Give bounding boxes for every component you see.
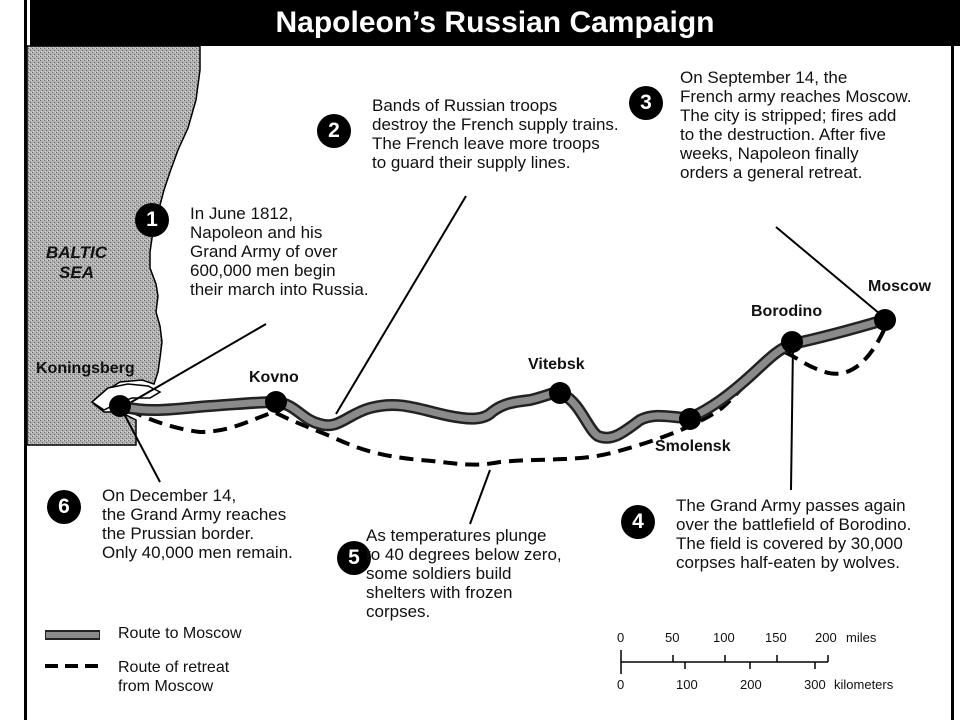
legend-retreat-line: from Moscow (118, 678, 214, 695)
city-label-vitebsk: Vitebsk (528, 356, 585, 373)
scale-mile-tick: 50 (665, 630, 680, 645)
city-dot-kovno (265, 391, 287, 413)
city-dots (109, 309, 896, 430)
city-label-borodino: Borodino (751, 303, 823, 320)
scale-bar (620, 650, 829, 674)
callout-1-text: In June 1812, Napoleon and his Grand Arm… (190, 204, 369, 299)
callout-6-badge: 6 (47, 490, 81, 524)
callout-5-text: As temperatures plunge to 40 degrees bel… (366, 526, 562, 621)
frame-right-border (951, 46, 954, 720)
retreat-route (119, 329, 886, 467)
callout-1-line: 600,000 men begin (190, 261, 336, 280)
callout-6-text: On December 14, the Grand Army reaches t… (102, 486, 293, 562)
callout-3-badge: 3 (629, 86, 663, 120)
legend-retreat-line: Route of retreat (118, 659, 230, 676)
leader-lines (121, 195, 881, 525)
callout-6-line: On December 14, (102, 486, 237, 505)
city-label-smolensk: Smolensk (655, 438, 731, 455)
callout-4-line: The field is covered by 30,000 (676, 534, 903, 553)
callout-2-text: Bands of Russian troops destroy the Fren… (372, 96, 619, 172)
sea-label-line-1: BALTIC (46, 243, 108, 262)
map-title: Napoleon’s Russian Campaign (275, 6, 715, 39)
callout-1-line: In June 1812, (190, 204, 294, 223)
callout-3-line: On September 14, the (680, 68, 848, 87)
callout-3-line: to the destruction. After five (680, 125, 887, 144)
frame-left-border (24, 0, 27, 720)
callout-4-line: over the battlefield of Borodino. (676, 515, 912, 534)
city-label-koningsberg: Koningsberg (36, 360, 135, 377)
callout-2-line: The French leave more troops (372, 134, 600, 153)
city-dot-borodino (781, 331, 803, 353)
leader-line-5 (469, 469, 491, 525)
legend-retreat-label: Route of retreat from Moscow (118, 658, 229, 696)
callout-1-badge: 1 (135, 203, 169, 237)
legend-swatches (45, 630, 100, 668)
callout-5-line: shelters with frozen (366, 583, 513, 602)
advance-route (114, 314, 890, 444)
callout-3-line: The city is stripped; fires add (680, 106, 897, 125)
scale-km-unit: kilometers (834, 677, 894, 692)
callout-2-line: Bands of Russian troops (372, 96, 558, 115)
callout-3-text: On September 14, the French army reaches… (680, 68, 911, 182)
city-dot-smolensk (679, 408, 701, 430)
scale-mile-tick: 200 (815, 630, 837, 645)
callout-6-line: Only 40,000 men remain. (102, 543, 293, 562)
callout-1-line: Napoleon and his (190, 223, 323, 242)
callout-5-line: corpses. (366, 602, 431, 621)
callout-2-badge: 2 (317, 114, 351, 148)
callout-4-badge: 4 (621, 505, 655, 539)
scale-mile-tick: 100 (713, 630, 735, 645)
scale-km-tick: 200 (740, 677, 762, 692)
city-dot-koningsberg (109, 395, 131, 417)
scale-km-tick: 300 (804, 677, 826, 692)
city-dot-vitebsk (549, 382, 571, 404)
callout-2-line: to guard their supply lines. (372, 153, 571, 172)
leader-line-6 (121, 409, 161, 483)
leader-line-3 (775, 226, 881, 315)
city-dot-moscow (874, 309, 896, 331)
callout-1-line: Grand Army of over (190, 242, 338, 261)
scale-miles-unit: miles (846, 630, 877, 645)
callout-3-line: weeks, Napoleon finally (680, 144, 859, 163)
leader-line-2 (335, 195, 467, 415)
callout-1-line: their march into Russia. (190, 280, 369, 299)
callout-5-line: As temperatures plunge (366, 526, 547, 545)
callout-2-line: destroy the French supply trains. (372, 115, 619, 134)
callout-4-line: The Grand Army passes again (676, 496, 906, 515)
callout-5-line: to 40 degrees below zero, (366, 545, 562, 564)
city-label-kovno: Kovno (249, 369, 299, 386)
scale-mile-tick: 0 (617, 630, 625, 645)
scale-mile-tick: 150 (765, 630, 787, 645)
sea-label-line-2: SEA (59, 263, 95, 282)
callout-6-line: the Grand Army reaches (102, 505, 287, 524)
callout-3-line: orders a general retreat. (680, 163, 863, 182)
baltic-coast-land (26, 45, 201, 446)
callout-6-line: the Prussian border. (102, 524, 255, 543)
callout-4-line: corpses half-eaten by wolves. (676, 553, 900, 572)
legend-advance-label: Route to Moscow (118, 625, 242, 642)
scale-km-tick: 0 (617, 677, 625, 692)
scale-km-tick: 100 (676, 677, 698, 692)
callout-4-text: The Grand Army passes again over the bat… (676, 496, 911, 572)
title-bar: Napoleon’s Russian Campaign (30, 0, 960, 46)
leader-line-4 (790, 343, 794, 491)
callout-5-badge: 5 (337, 541, 371, 575)
callout-5-line: some soldiers build (366, 564, 512, 583)
baltic-sea-label: BALTIC SEA (46, 243, 107, 283)
city-label-moscow: Moscow (868, 278, 932, 295)
callout-3-line: French army reaches Moscow. (680, 87, 912, 106)
leader-line-1 (127, 323, 267, 405)
